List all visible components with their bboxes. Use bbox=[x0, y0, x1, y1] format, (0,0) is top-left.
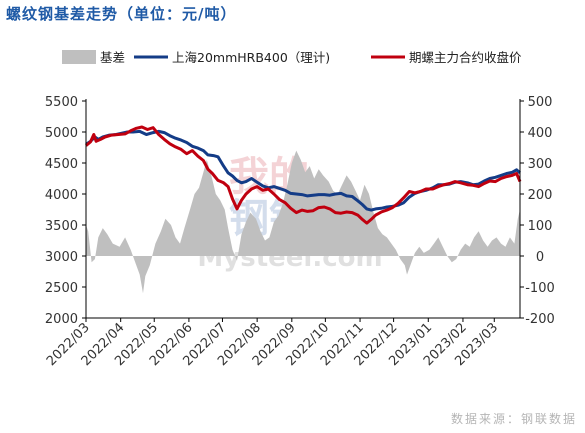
y-left-tick-label: 5500 bbox=[45, 95, 78, 110]
y-right-tick-label: -100 bbox=[525, 281, 555, 296]
y-left-tick-label: 2000 bbox=[45, 312, 78, 327]
series-basis-area bbox=[86, 150, 520, 294]
y-left-tick-label: 3500 bbox=[45, 219, 78, 234]
y-right-tick-label: 300 bbox=[528, 157, 553, 172]
y-right-tick-label: 0 bbox=[536, 250, 544, 265]
y-right-tick-label: 400 bbox=[528, 126, 553, 141]
y-left-tick-label: 5000 bbox=[45, 126, 78, 141]
legend-label-basis: 基差 bbox=[100, 50, 125, 65]
y-left-tick-label: 4000 bbox=[45, 188, 78, 203]
y-left-tick-label: 4500 bbox=[45, 157, 78, 172]
chart-legend: 基差 上海20mmHRB400（理计) 期螺主力合约收盘价 bbox=[62, 50, 522, 65]
chart-title: 螺纹钢基差走势（单位：元/吨） bbox=[6, 5, 237, 23]
source-note: 数据来源：钢联数据 bbox=[450, 412, 577, 426]
y-left-tick-label: 3000 bbox=[45, 250, 78, 265]
y-right-tick-label: -200 bbox=[525, 312, 555, 327]
legend-label-futures: 期螺主力合约收盘价 bbox=[409, 50, 522, 65]
y-right-tick-label: 100 bbox=[528, 219, 553, 234]
y-right-tick-label: 200 bbox=[528, 188, 553, 203]
series-futures-line bbox=[85, 125, 522, 225]
y-left-tick-label: 2500 bbox=[45, 281, 78, 296]
y-right-tick-label: 500 bbox=[528, 95, 553, 110]
legend-swatch-basis bbox=[62, 50, 96, 64]
plot-area bbox=[85, 125, 522, 294]
legend-label-spot: 上海20mmHRB400（理计) bbox=[172, 50, 330, 65]
